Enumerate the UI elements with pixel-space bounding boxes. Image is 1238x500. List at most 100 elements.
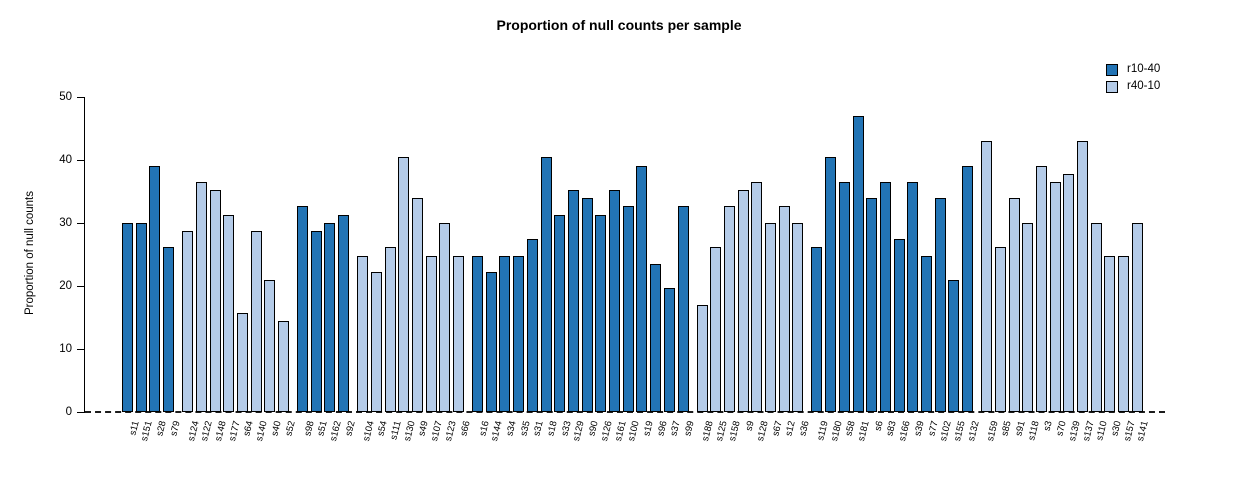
bar-s110 <box>1090 222 1102 412</box>
bar-s148 <box>209 190 221 412</box>
x-axis-label-s58: s58 <box>843 419 858 438</box>
y-tick-label: 0 <box>65 406 72 418</box>
legend-item-r10-40: r10-40 <box>1106 61 1160 78</box>
bar-s144 <box>485 271 497 412</box>
x-axis-label-s177: s177 <box>226 419 243 443</box>
y-tick-label: 50 <box>59 91 72 103</box>
bar-s28 <box>149 165 161 412</box>
bar-s12 <box>778 206 790 412</box>
bar-s140 <box>250 231 262 412</box>
bar-s128 <box>751 181 763 412</box>
bar-s123 <box>439 222 451 412</box>
bar-s100 <box>622 206 634 412</box>
x-axis-label-s166: s166 <box>897 419 913 443</box>
bar-s11 <box>122 222 133 412</box>
x-axis-label-s107: s107 <box>429 419 445 443</box>
x-axis-label-s132: s132 <box>965 419 982 443</box>
bar-s92 <box>338 214 350 412</box>
bar-s188 <box>696 304 708 412</box>
bar-s36 <box>792 222 804 412</box>
bar-s180 <box>825 157 837 412</box>
x-axis-label-s79: s79 <box>167 419 183 438</box>
x-axis-label-s52: s52 <box>282 419 298 438</box>
x-axis-label-s31: s31 <box>531 419 546 438</box>
bar-s151 <box>135 222 147 412</box>
x-axis-label-s125: s125 <box>713 419 730 443</box>
bar-s98 <box>297 206 308 412</box>
bar-s102 <box>934 198 946 412</box>
x-axis-label-s141: s141 <box>1135 419 1151 443</box>
x-axis-label-s67: s67 <box>769 419 785 438</box>
y-tick <box>77 348 84 350</box>
bar-s155 <box>948 280 960 412</box>
bar-s30 <box>1104 255 1116 412</box>
bar-s118 <box>1022 222 1034 412</box>
x-axis-label-s98: s98 <box>301 419 317 438</box>
bar-s119 <box>811 247 823 412</box>
bar-s166 <box>893 239 905 412</box>
x-axis-label-s157: s157 <box>1121 419 1138 443</box>
bar-s18 <box>540 157 552 412</box>
x-axis-label-s159: s159 <box>984 419 1001 443</box>
bar-s104 <box>357 255 369 412</box>
bar-s33 <box>554 214 566 412</box>
bar-s159 <box>981 140 993 412</box>
x-axis-label-s40: s40 <box>269 419 284 438</box>
x-axis-label-s110: s110 <box>1094 419 1110 442</box>
bar-s124 <box>182 231 194 412</box>
chart-title: Proportion of null counts per sample <box>496 17 742 33</box>
x-axis-label-s83: s83 <box>884 419 900 438</box>
x-axis-label-s85: s85 <box>999 419 1014 438</box>
bar-s129 <box>567 190 579 412</box>
x-axis-label-s102: s102 <box>938 419 954 443</box>
bar-s34 <box>499 255 511 412</box>
bar-s158 <box>723 206 735 412</box>
bar-s35 <box>513 255 525 412</box>
x-axis-label-s119: s119 <box>815 419 831 442</box>
bar-s16 <box>472 255 483 412</box>
x-axis-label-s111: s111 <box>388 419 404 442</box>
bar-s54 <box>370 271 382 412</box>
legend-swatch-r10-40 <box>1106 63 1118 76</box>
y-axis-title: Proportion of null counts <box>24 190 36 316</box>
y-tick <box>77 159 84 161</box>
bar-s31 <box>526 239 538 412</box>
bar-s130 <box>398 157 410 412</box>
y-tick-label: 40 <box>59 154 72 166</box>
x-axis-label-s137: s137 <box>1080 419 1097 443</box>
x-axis-label-s148: s148 <box>213 419 229 443</box>
x-axis-label-s36: s36 <box>797 419 812 438</box>
x-axis-label-s92: s92 <box>342 419 358 438</box>
bar-s122 <box>195 181 207 412</box>
x-axis-label-s126: s126 <box>598 419 615 443</box>
y-tick-label: 20 <box>59 280 72 292</box>
x-axis-label-s66: s66 <box>457 419 473 438</box>
x-axis-label-s124: s124 <box>185 419 202 443</box>
x-axis-label-s181: s181 <box>856 419 872 443</box>
legend: r10-40 r40-10 <box>1106 61 1160 95</box>
x-axis-label-s54: s54 <box>375 419 390 438</box>
bar-s83 <box>879 181 891 412</box>
y-tick-label: 10 <box>59 343 72 355</box>
x-axis-label-s51: s51 <box>315 419 330 438</box>
x-axis-label-s91: s91 <box>1013 419 1028 438</box>
bar-s85 <box>994 247 1006 412</box>
bar-s125 <box>710 247 722 412</box>
x-axis-label-s12: s12 <box>783 419 798 438</box>
x-axis-label-s188: s188 <box>700 419 716 443</box>
bar-s132 <box>962 165 974 412</box>
x-axis-label-s96: s96 <box>654 419 670 438</box>
bar-s58 <box>838 181 850 412</box>
x-axis-label-s39: s39 <box>912 419 927 438</box>
x-axis-label-s16: s16 <box>476 419 492 438</box>
bar-s64 <box>236 312 248 412</box>
bar-s181 <box>852 116 864 412</box>
bar-s37 <box>663 288 675 412</box>
bar-s51 <box>310 231 322 412</box>
x-axis-label-s64: s64 <box>241 419 257 438</box>
y-tick <box>77 96 84 98</box>
bar-s107 <box>425 255 437 412</box>
y-tick-label: 30 <box>59 217 72 229</box>
x-axis-label-s28: s28 <box>154 419 169 438</box>
bar-s3 <box>1035 165 1047 412</box>
